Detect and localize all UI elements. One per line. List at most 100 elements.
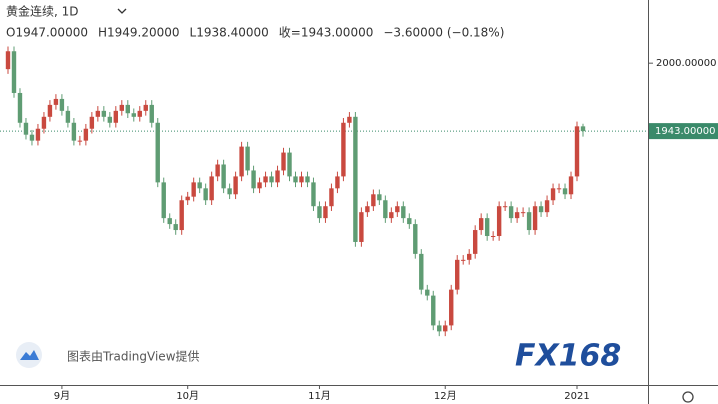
candle-body	[472, 230, 478, 254]
candle-body	[401, 206, 406, 219]
candle-body	[574, 126, 580, 177]
candle-body	[215, 164, 220, 177]
candle-body	[53, 98, 59, 105]
candle-body	[407, 218, 412, 225]
candle-body	[413, 224, 418, 254]
candle-body	[101, 110, 107, 117]
x-tick-label: 10月	[176, 390, 199, 402]
candle-body	[484, 218, 490, 237]
candle-body	[293, 176, 298, 183]
candle-body	[449, 289, 454, 326]
candle-body	[323, 206, 328, 219]
candle-body	[17, 92, 23, 123]
symbol-menu-chevron[interactable]	[117, 8, 127, 14]
candle-body	[143, 104, 148, 111]
candle-body	[317, 206, 322, 219]
candle-body	[233, 176, 238, 195]
candle-body	[29, 134, 35, 141]
candle-body	[287, 152, 292, 177]
candle-body	[502, 206, 508, 208]
candle-body	[11, 51, 17, 93]
y-tick-label: 2000.00000	[656, 58, 716, 69]
candle-body	[395, 206, 400, 213]
candle-body	[580, 126, 586, 132]
candle-body	[568, 176, 574, 195]
ohlc-value: L1938.40000	[190, 26, 269, 40]
candle-body	[239, 146, 244, 177]
candle-body	[359, 212, 364, 242]
gear[interactable]	[682, 391, 694, 403]
candle-body	[83, 128, 89, 141]
candle-body	[41, 116, 47, 129]
symbol: 黄金连续, 1D	[6, 4, 79, 19]
candle-body	[455, 259, 460, 290]
candle-body	[179, 200, 184, 231]
candle-body	[538, 206, 544, 213]
candle-body	[466, 253, 472, 260]
candle-body	[65, 110, 71, 123]
x-tick-label: 2021	[564, 391, 589, 402]
ohlc-header: O1947.00000 H1949.20000 L1938.40000 收=1943.…	[6, 26, 504, 40]
candle-body	[437, 325, 442, 332]
candle-body	[347, 116, 352, 123]
candle-body	[371, 194, 376, 207]
candle-body	[329, 188, 334, 207]
candle-body	[149, 104, 154, 123]
candle-body	[520, 212, 526, 214]
candle-body	[544, 200, 550, 213]
candle-body	[197, 182, 202, 189]
candle-body	[443, 325, 448, 332]
candle-body	[299, 176, 304, 183]
candle-body	[263, 176, 268, 183]
candle-body	[389, 212, 394, 219]
candle-body	[191, 182, 196, 197]
candle-body	[431, 295, 436, 326]
candle-body	[383, 200, 388, 219]
x-tick-label: 9月	[54, 390, 70, 402]
tradingview-badge: 图表由TradingView提供	[16, 342, 200, 368]
candle-body	[562, 188, 568, 195]
candle-body	[125, 104, 130, 114]
candle-body	[341, 122, 346, 177]
candle-body	[77, 140, 83, 142]
candle-body	[107, 116, 113, 123]
candle-body	[526, 212, 532, 231]
candle-body	[47, 104, 53, 117]
candle-body	[508, 206, 514, 219]
candle-body	[155, 122, 160, 183]
last-price-tag	[649, 123, 718, 140]
candle-body	[59, 98, 65, 111]
candle-body	[257, 182, 262, 189]
logo: FX168	[515, 339, 621, 374]
candle-body	[251, 170, 256, 189]
candle-body	[167, 218, 172, 225]
candle-body	[353, 116, 358, 242]
candle-body	[425, 289, 430, 296]
candle-body	[227, 188, 232, 195]
ohlc-value: 收=1943.00000	[279, 26, 374, 40]
candle-body	[550, 188, 556, 201]
ohlc-value: H1949.20000	[98, 26, 180, 40]
candle-body	[203, 188, 208, 201]
candle-body	[119, 104, 125, 111]
candle-body	[377, 194, 382, 201]
candle-body	[173, 224, 178, 231]
candle-body	[275, 170, 280, 183]
candle-body	[71, 122, 77, 141]
settings-icon[interactable]	[682, 391, 694, 403]
candle-body	[185, 196, 190, 201]
badge-icon	[20, 350, 39, 360]
ohlc-value: −3.60000 (−0.18%)	[383, 26, 504, 40]
candle-body	[556, 188, 562, 190]
candle-body	[490, 236, 496, 238]
candle-body	[335, 176, 340, 189]
candle-body	[209, 176, 214, 201]
candle-body	[514, 212, 520, 219]
candle-body	[23, 122, 29, 135]
x-tick-label: 11月	[308, 390, 331, 402]
candle-body	[161, 182, 166, 219]
candle-body	[478, 218, 484, 231]
